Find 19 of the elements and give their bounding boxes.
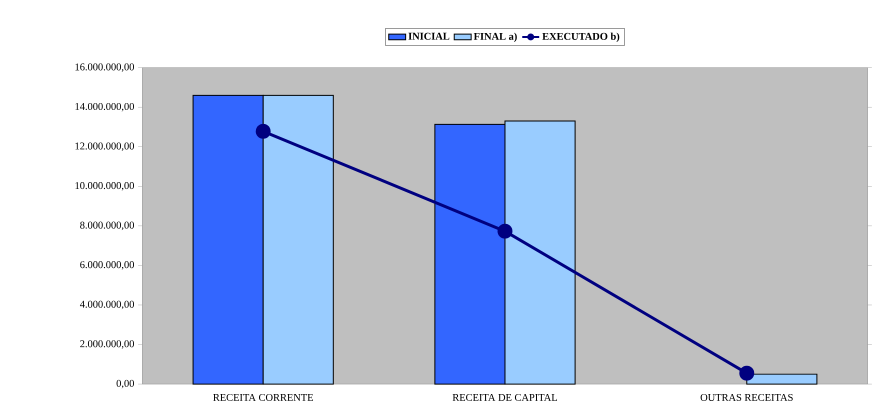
y-tick-label: 16.000.000,00 bbox=[75, 63, 134, 72]
y-tick-label: 10.000.000,00 bbox=[75, 182, 134, 191]
y-tick-label: 6.000.000,00 bbox=[80, 261, 134, 270]
point bbox=[498, 224, 512, 239]
point bbox=[739, 366, 754, 381]
legend-label: INICIAL bbox=[408, 32, 450, 40]
x-tick-label: OUTRAS RECEITAS bbox=[700, 394, 793, 401]
y-tick-label: 12.000.000,00 bbox=[75, 142, 134, 152]
y-tick-label: 14.000.000,00 bbox=[75, 102, 134, 112]
x-tick-label: RECEITA CORRENTE bbox=[213, 394, 313, 401]
x-tick-label: RECEITA DE CAPITAL bbox=[452, 394, 557, 401]
y-tick-label: 4.000.000,00 bbox=[80, 300, 134, 310]
point bbox=[256, 124, 271, 139]
bar bbox=[746, 374, 818, 385]
legend-label: FINAL a) bbox=[474, 32, 517, 42]
y-tick-label: 2.000.000,00 bbox=[80, 340, 134, 349]
y-tick-label: 8.000.000,00 bbox=[80, 222, 134, 230]
y-tick-label: 0,00 bbox=[116, 380, 134, 388]
legend-label: EXECUTADO b) bbox=[542, 32, 620, 42]
